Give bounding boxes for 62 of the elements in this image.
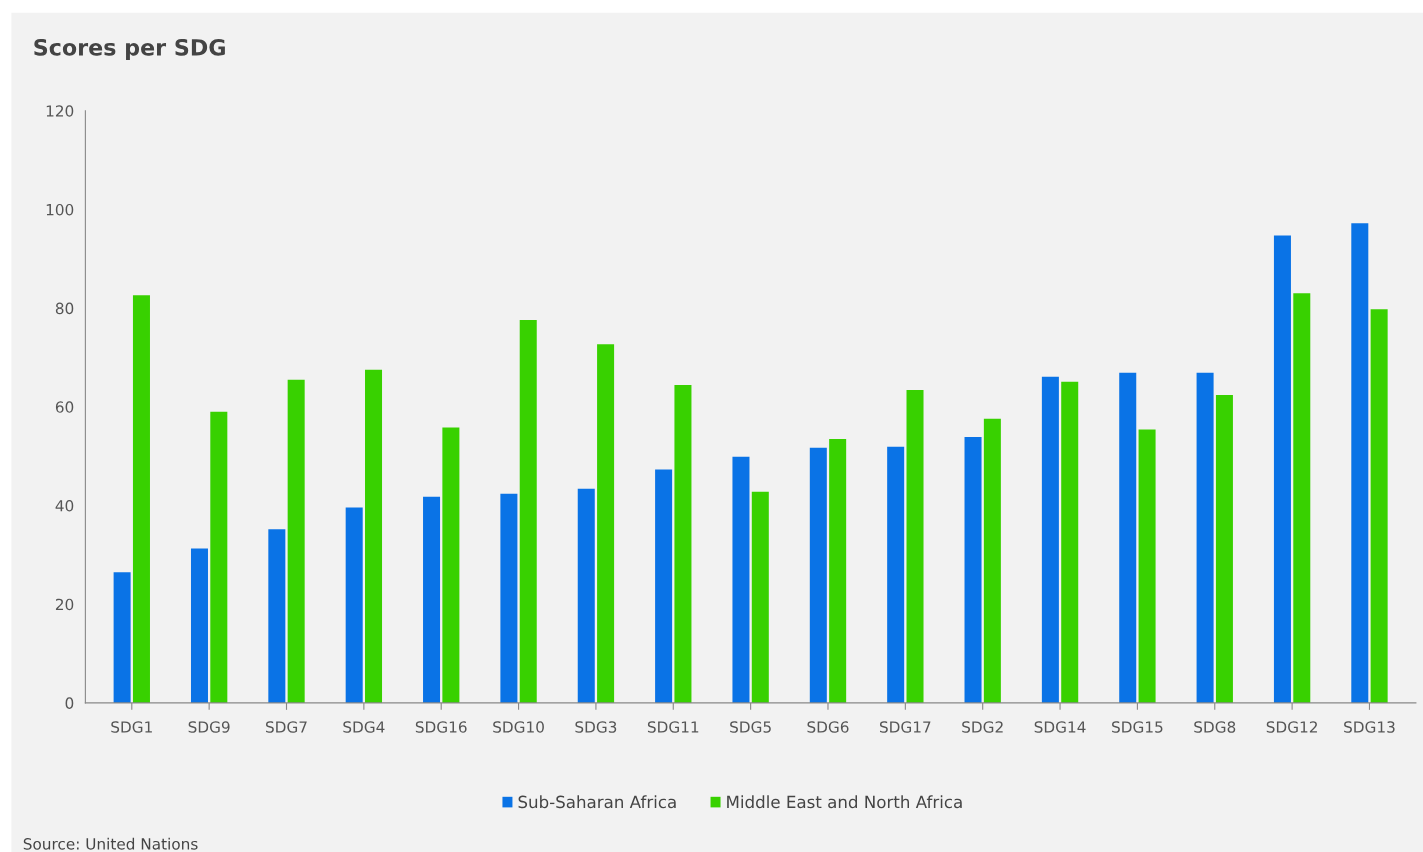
x-tick-label: SDG13 [1344, 721, 1395, 733]
x-tick-label: SDG1 [111, 721, 152, 733]
bar [210, 411, 228, 703]
bar [1119, 372, 1137, 703]
legend-label: Middle East and North Africa [727, 795, 962, 809]
bar [1041, 376, 1059, 703]
bar [964, 436, 982, 703]
bar [887, 446, 905, 703]
x-tick-label: SDG3 [575, 721, 617, 733]
bar [1138, 429, 1156, 703]
bar [1273, 235, 1291, 703]
bar [519, 319, 537, 703]
bar [732, 456, 750, 703]
x-tick-label: SDG17 [879, 721, 931, 733]
bar [1196, 372, 1214, 703]
y-tick-label: 60 [55, 401, 74, 413]
bar [829, 438, 847, 703]
bar [423, 496, 441, 703]
y-tick-label: 100 [46, 203, 74, 216]
bar [1061, 381, 1079, 703]
bar [577, 488, 595, 703]
bar [906, 390, 924, 703]
x-tick-label: SDG6 [807, 721, 849, 733]
bar [1370, 309, 1388, 703]
y-tick-label: 20 [55, 598, 74, 611]
x-tick-label: SDG8 [1194, 721, 1236, 733]
y-tick-label: 120 [46, 105, 74, 117]
bar [190, 548, 208, 703]
x-tick-label: SDG5 [730, 721, 771, 733]
x-tick-label: SDG2 [962, 721, 1003, 733]
bar [287, 379, 305, 703]
bar [132, 295, 150, 703]
bar [983, 418, 1001, 703]
bar [1215, 394, 1233, 703]
y-tick-label: 80 [55, 302, 74, 315]
bar [1293, 293, 1311, 703]
bar [655, 469, 673, 703]
x-tick-label: SDG16 [415, 721, 467, 733]
x-tick-label: SDG10 [493, 721, 544, 733]
x-tick-label: SDG15 [1112, 721, 1163, 733]
legend-label: Sub-Saharan Africa [518, 795, 676, 809]
x-tick-label: SDG12 [1266, 721, 1317, 733]
x-tick-label: SDG7 [266, 721, 307, 733]
source-note: Source: United Nations [23, 837, 198, 850]
bar [345, 507, 363, 703]
x-tick-label: SDG4 [343, 721, 385, 733]
bar [751, 491, 769, 703]
bar [674, 385, 692, 703]
x-tick-label: SDG11 [647, 721, 699, 733]
bar [113, 572, 131, 703]
bar [597, 344, 615, 703]
bar [442, 427, 460, 703]
y-tick-label: 0 [65, 697, 74, 709]
y-tick-label: 40 [55, 499, 74, 512]
bar [365, 369, 383, 703]
x-tick-label: SDG9 [188, 721, 230, 733]
x-tick-label: SDG14 [1034, 721, 1086, 733]
bar [500, 493, 518, 703]
bar [268, 529, 286, 703]
bar [1351, 223, 1369, 703]
bar [809, 447, 827, 703]
chart-title: Scores per SDG [34, 38, 225, 60]
